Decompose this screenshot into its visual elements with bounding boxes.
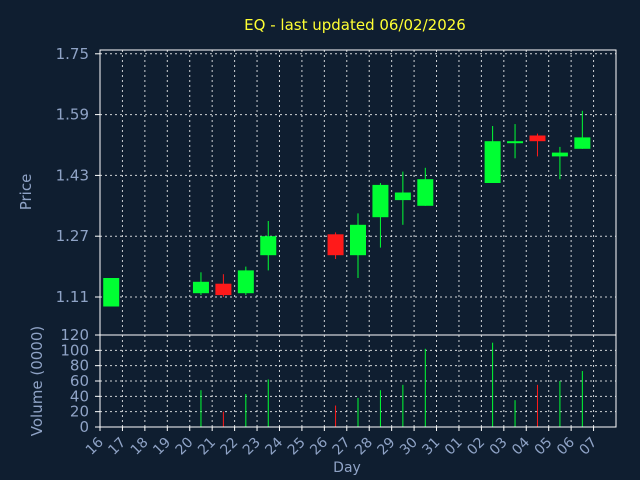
x-tick-label: 20	[173, 435, 197, 459]
price-tick-label: 1.11	[56, 288, 89, 306]
x-tick-label: 30	[397, 435, 421, 459]
price-panel-frame	[99, 49, 617, 336]
candle-body	[417, 179, 434, 206]
price-candles	[103, 110, 591, 307]
candle-body	[192, 281, 209, 294]
x-tick-label: 17	[105, 435, 129, 459]
price-y-ticks: 1.75 1.59 1.43 1.27 1.11	[56, 45, 89, 306]
chart-title: EQ - last updated 06/02/2026	[244, 16, 466, 34]
candle-body	[507, 141, 524, 144]
x-tick-label: 07	[576, 435, 600, 459]
volume-tick-label: 0	[79, 418, 89, 436]
volume-bar	[267, 379, 269, 427]
volume-axis-label: Volume (0000)	[28, 326, 46, 436]
volume-bars	[200, 342, 583, 427]
x-tick-label: 02	[464, 435, 488, 459]
x-tick-label: 25	[285, 435, 309, 459]
volume-tick-label: 40	[70, 387, 89, 405]
volume-bar	[357, 397, 359, 427]
x-tick-label: 01	[442, 435, 466, 459]
x-tick-label: 05	[532, 435, 556, 459]
volume-panel-frame	[99, 334, 617, 428]
price-tick-label: 1.59	[56, 106, 89, 124]
volume-bar	[514, 400, 516, 427]
x-tick-label: 19	[150, 435, 174, 459]
candle-body	[327, 234, 344, 256]
x-tick-label: 26	[307, 434, 331, 458]
x-tick-label: 04	[509, 434, 533, 458]
x-tick-label: 03	[487, 435, 511, 459]
price-grid	[95, 50, 616, 335]
volume-bar	[200, 390, 202, 427]
price-tick-label: 1.27	[56, 227, 89, 245]
price-tick-label: 1.43	[56, 166, 89, 184]
volume-bar	[536, 384, 538, 427]
volume-tick-label: 120	[60, 326, 89, 344]
volume-tick-label: 100	[60, 341, 89, 359]
x-tick-label: 22	[218, 435, 242, 459]
candle-body	[103, 278, 120, 307]
candle-body	[551, 152, 568, 157]
candle-body	[260, 236, 277, 256]
volume-bar	[492, 342, 494, 427]
x-tick-label: 18	[128, 435, 152, 459]
candle-body	[484, 141, 501, 183]
volume-bar	[335, 405, 337, 427]
price-tick-label: 1.75	[56, 45, 89, 63]
x-tick-label: 28	[352, 435, 376, 459]
candle-body	[372, 184, 389, 218]
x-tick-label: 23	[240, 435, 264, 459]
volume-tick-label: 60	[70, 372, 89, 390]
x-axis-label: Day	[333, 460, 361, 476]
candle-body	[574, 137, 591, 149]
x-tick-label: 21	[195, 435, 219, 459]
x-tick-labels: 1617181920212223242526272829303101020304…	[83, 427, 600, 458]
x-tick-label: 24	[262, 434, 286, 458]
x-tick-label: 31	[419, 435, 443, 459]
candle-body	[529, 135, 546, 142]
volume-bar	[379, 390, 381, 427]
volume-tick-label: 20	[70, 403, 89, 421]
x-tick-label: 06	[554, 434, 578, 458]
volume-bar	[559, 381, 561, 427]
volume-bar	[402, 384, 404, 427]
volume-bar	[245, 394, 247, 427]
candle-body	[237, 270, 254, 294]
x-tick-label: 16	[83, 434, 107, 458]
price-axis-label: Price	[17, 174, 35, 211]
volume-grid	[95, 334, 616, 428]
volume-bar	[581, 371, 583, 427]
volume-bar	[222, 411, 224, 427]
volume-bar	[424, 348, 426, 427]
x-tick-label: 29	[375, 435, 399, 459]
x-tick-label: 27	[330, 435, 354, 459]
candle-body	[215, 283, 232, 296]
candle-body	[394, 192, 411, 201]
volume-tick-label: 80	[70, 357, 89, 375]
candle-body	[350, 224, 366, 256]
